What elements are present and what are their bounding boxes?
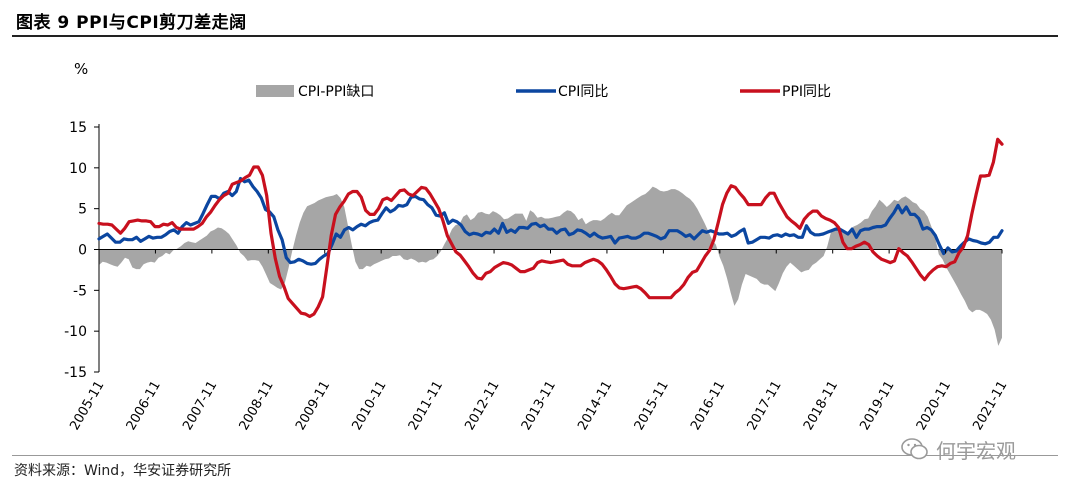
y-tick-label: -15 xyxy=(64,365,87,381)
y-tick-label: -10 xyxy=(64,324,87,340)
source-note: 资料来源：Wind，华安证券研究所 xyxy=(14,463,232,479)
y-unit-label: % xyxy=(74,60,88,78)
spread-area-group xyxy=(99,186,1002,346)
x-tick-label: 2018-11 xyxy=(801,379,841,434)
x-tick-label: 2012-11 xyxy=(462,379,502,434)
legend-label-ppi: PPI同比 xyxy=(782,84,831,100)
x-tick-label: 2015-11 xyxy=(632,379,672,434)
x-tick-label: 2009-11 xyxy=(293,379,333,434)
x-tick-label: 2005-11 xyxy=(67,379,107,434)
x-tick-label: 2014-11 xyxy=(575,379,615,434)
source-divider xyxy=(12,455,1058,456)
x-tick-label: 2017-11 xyxy=(745,379,785,434)
watermark-text: 何宇宏观 xyxy=(936,438,1016,463)
y-tick-label: 5 xyxy=(78,202,87,218)
series-line-ppi xyxy=(97,137,1004,319)
title-divider xyxy=(12,35,1058,37)
x-tick-label: 2007-11 xyxy=(180,379,220,434)
legend: CPI-PPI缺口 CPI同比 PPI同比 xyxy=(256,84,831,100)
y-tick-label: 10 xyxy=(69,161,87,177)
x-tick-label: 2010-11 xyxy=(350,379,390,434)
legend-label-cpi: CPI同比 xyxy=(558,84,608,100)
x-tick-label: 2019-11 xyxy=(857,379,897,434)
legend-label-spread: CPI-PPI缺口 xyxy=(298,84,374,100)
watermark: 何宇宏观 xyxy=(900,432,1016,466)
x-tick-label: 2006-11 xyxy=(124,379,164,434)
x-tick-label: 2020-11 xyxy=(914,379,954,434)
x-tick-label: 2008-11 xyxy=(237,379,277,434)
y-tick-labels: 15 10 5 0 -5 -10 -15 xyxy=(64,120,99,381)
series-line-cpi xyxy=(97,176,1004,266)
lines-group xyxy=(97,137,1004,319)
y-tick-label: 15 xyxy=(69,120,87,136)
x-tick-label: 2013-11 xyxy=(519,379,559,434)
legend-swatch-spread xyxy=(256,85,294,97)
x-tick-label: 2011-11 xyxy=(406,379,446,434)
figure-title: 图表 9 PPI与CPI剪刀差走阔 xyxy=(16,13,247,33)
x-tick-label: 2021-11 xyxy=(970,379,1010,434)
series-area-cpi-ppi-spread xyxy=(99,186,1002,346)
y-tick-label: 0 xyxy=(78,243,87,259)
y-tick-label: -5 xyxy=(73,283,87,299)
wechat-icon xyxy=(901,438,928,460)
x-tick-labels: 2005-11 2006-11 2007-11 2008-11 2009-11 2010-… xyxy=(67,249,1010,434)
chart-canvas: CPI-PPI缺口 CPI同比 PPI同比 % 15 10 5 0 -5 -10 -15 2… xyxy=(64,60,1010,434)
x-tick-label: 2016-11 xyxy=(688,379,728,434)
